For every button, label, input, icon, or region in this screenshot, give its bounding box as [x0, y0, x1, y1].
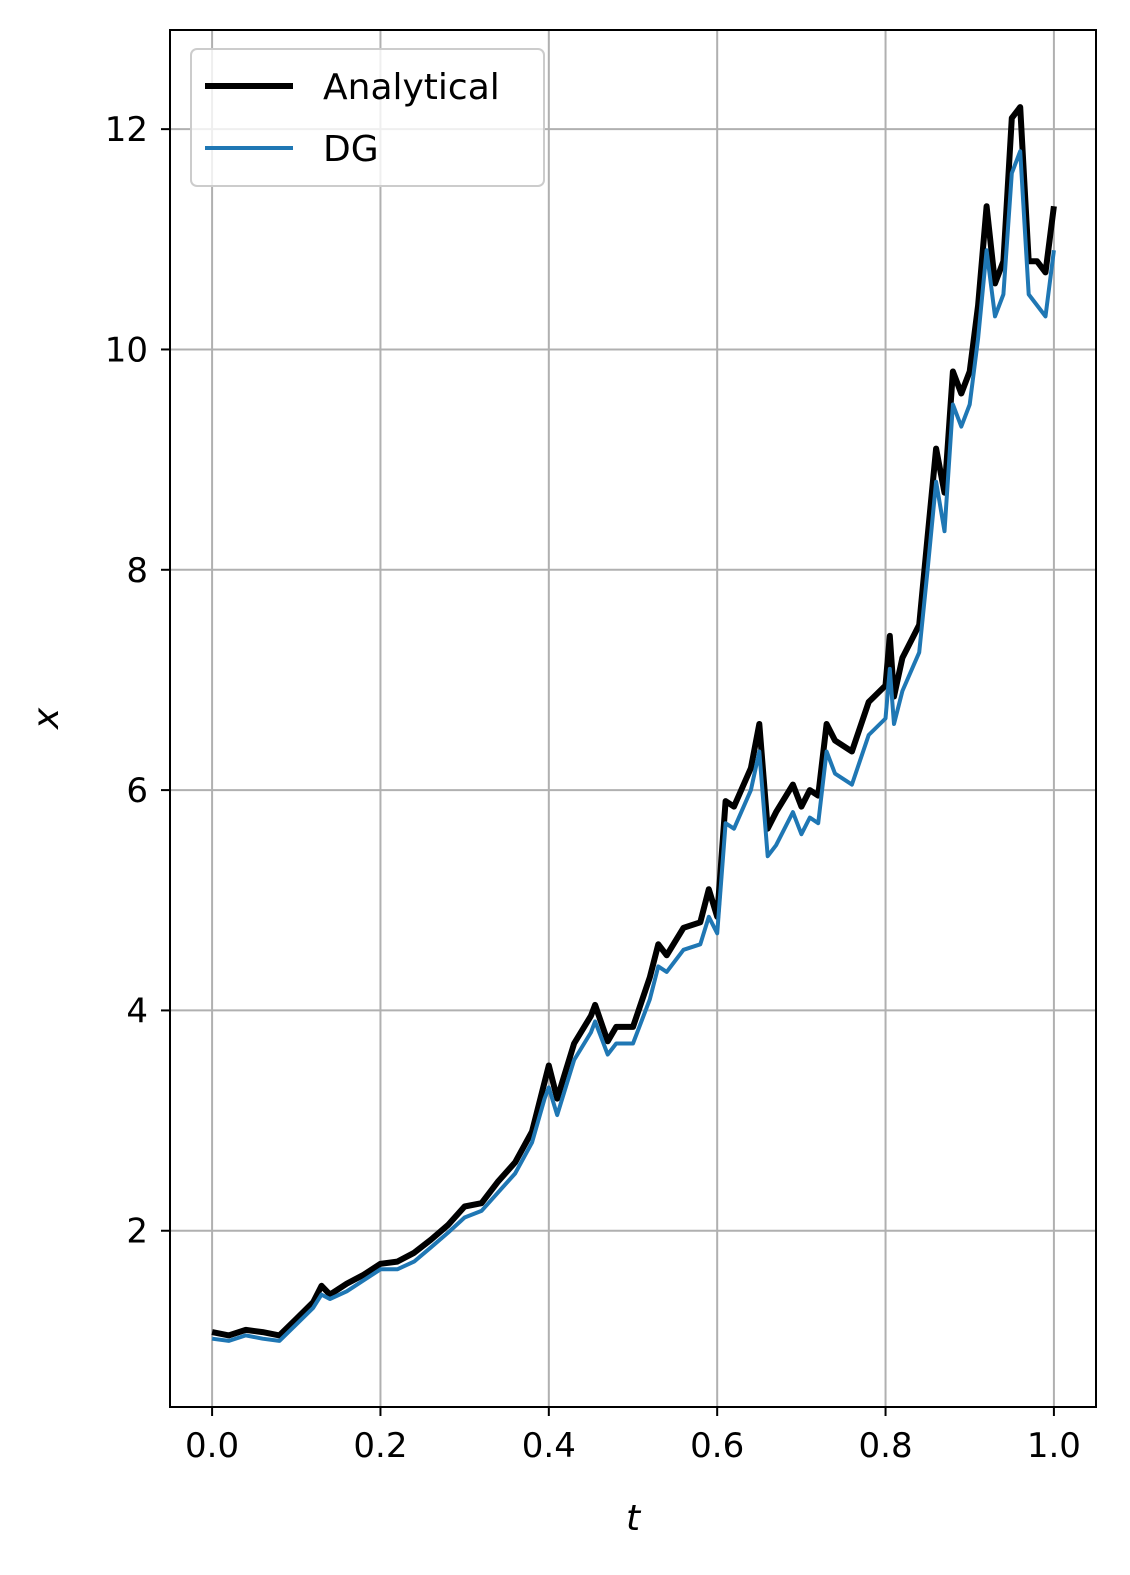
x-axis-ticks: 0.0 0.2 0.4 0.6 0.8 1.0 [185, 1407, 1081, 1466]
y-axis-label: x [26, 707, 67, 730]
x-tick-label: 0.8 [859, 1426, 913, 1466]
y-tick-label: 10 [105, 330, 148, 370]
y-tick-label: 6 [126, 771, 148, 811]
plot-frame [169, 29, 1097, 1408]
legend-label-analytical: Analytical [323, 67, 500, 108]
x-tick-label: 0.4 [522, 1426, 576, 1466]
grid [170, 30, 1096, 1407]
y-tick-label: 8 [126, 551, 148, 591]
series-line-dg [211, 149, 1056, 1343]
x-tick-label: 0.2 [353, 1426, 407, 1466]
x-tick-label: 0.0 [185, 1426, 239, 1466]
y-tick-label: 4 [126, 991, 148, 1031]
x-axis-label: t [626, 1498, 642, 1539]
series-layer [211, 104, 1057, 1343]
x-tick-label: 0.6 [690, 1426, 744, 1466]
legend-label-dg: DG [323, 129, 379, 170]
y-tick-label: 2 [126, 1212, 148, 1252]
x-tick-label: 1.0 [1027, 1426, 1081, 1466]
y-tick-label: 12 [105, 110, 148, 150]
series-line-analytical [211, 104, 1057, 1339]
legend: Analytical DG [190, 48, 545, 187]
y-axis-ticks: 2 4 6 8 10 12 [105, 110, 170, 1252]
